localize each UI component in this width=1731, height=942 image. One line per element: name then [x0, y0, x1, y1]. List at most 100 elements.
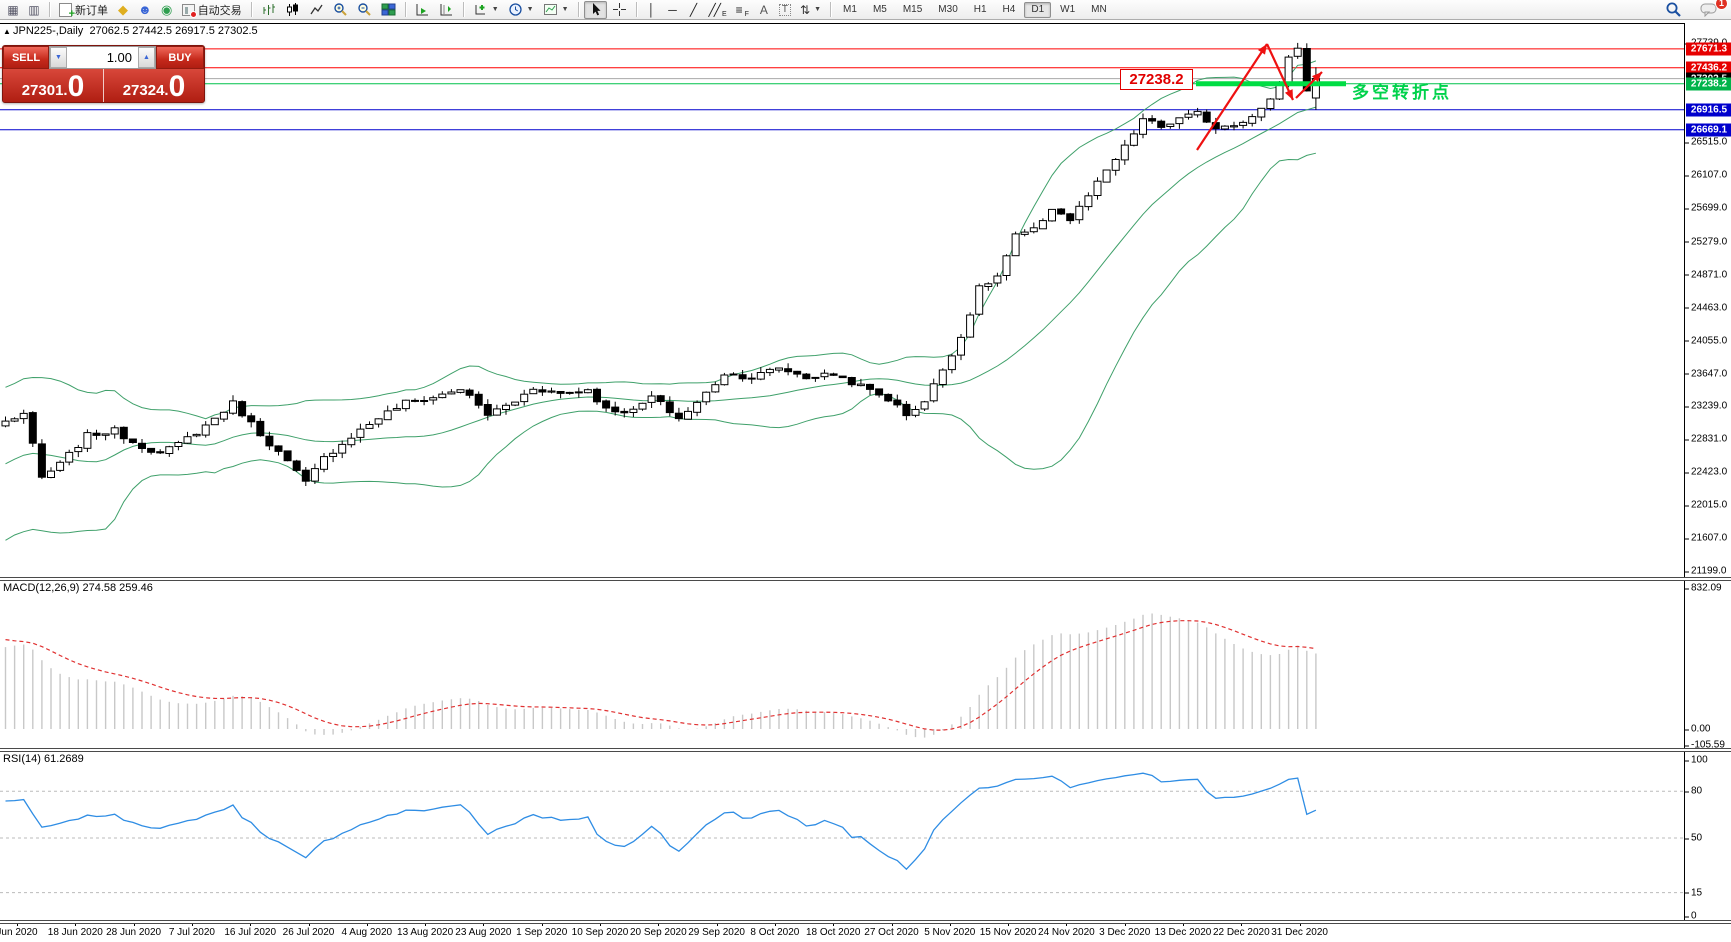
- metaeditor-icon: ◆: [118, 2, 128, 17]
- price-callout[interactable]: 27238.2: [1120, 69, 1193, 90]
- bar-chart-button[interactable]: [257, 1, 280, 19]
- chat-icon: [1700, 3, 1717, 17]
- volume-value[interactable]: 1.00: [106, 50, 132, 65]
- horizontal-line-button[interactable]: ─: [663, 1, 683, 19]
- date-tick: [425, 922, 427, 926]
- autotrading-label: 自动交易: [197, 4, 242, 17]
- chevron-down-icon: ▼: [526, 6, 534, 13]
- toolbar-separator: [635, 2, 637, 17]
- vertical-line-button[interactable]: │: [642, 1, 662, 19]
- date-tick: [250, 922, 252, 926]
- line-chart-button[interactable]: [305, 1, 328, 19]
- terminal-button[interactable]: ☻: [134, 1, 156, 19]
- timeframe-button-d1[interactable]: D1: [1024, 1, 1052, 18]
- metaeditor-button[interactable]: ◆: [113, 1, 133, 19]
- new-order-button[interactable]: + 新订单: [55, 1, 112, 19]
- zoom-in-button[interactable]: [329, 1, 352, 19]
- rsi-tick-label: 100: [1685, 754, 1708, 766]
- price-line-label: 27436.2: [1686, 61, 1731, 75]
- notifications-button[interactable]: 1: [1696, 0, 1728, 19]
- date-tick: [1124, 922, 1126, 926]
- date-tick: [891, 922, 893, 926]
- line-chart-icon: [310, 4, 323, 15]
- toolbar-separator: [462, 2, 464, 17]
- chart-shift-button[interactable]: [435, 1, 458, 19]
- indicators-button[interactable]: ▼: [469, 1, 503, 19]
- profiles-icon: ▥: [28, 2, 40, 17]
- search-button[interactable]: [1661, 1, 1686, 19]
- bar-chart-icon: [263, 4, 275, 15]
- date-label: 29 Sep 2020: [688, 927, 745, 938]
- price-line-label: 27238.2: [1686, 77, 1731, 91]
- timeframe-button-mn[interactable]: MN: [1091, 4, 1107, 15]
- cursor-button[interactable]: [583, 0, 607, 19]
- rsi-tick-label: 15: [1684, 887, 1703, 899]
- sell-price[interactable]: 27301. 0: [3, 69, 103, 102]
- rsi-tick-label: 80: [1684, 785, 1703, 797]
- candlestick-chart-button[interactable]: [281, 1, 304, 19]
- macd-tick-label: -105.59: [1685, 739, 1725, 751]
- date-tick: [833, 922, 835, 926]
- trendline-button[interactable]: ╱: [684, 1, 704, 19]
- vertical-line-icon: │: [647, 2, 656, 17]
- timeframe-button-m5[interactable]: M5: [872, 4, 887, 15]
- price-tick-label: 23239.0: [1684, 400, 1728, 412]
- text-button[interactable]: A: [754, 1, 774, 19]
- tile-windows-button[interactable]: [377, 1, 400, 19]
- toolbar-separator: [830, 2, 832, 17]
- oneclick-collapse-arrow[interactable]: ▲: [3, 27, 11, 36]
- price-tick-label: 21199.0: [1684, 565, 1727, 577]
- volume-decrease-button[interactable]: ▼: [50, 47, 67, 68]
- date-label: 26 Jul 2020: [282, 927, 335, 938]
- timeframe-button-m15[interactable]: M15: [902, 4, 923, 15]
- date-tick: [949, 922, 951, 926]
- rsi-pane[interactable]: [0, 752, 1684, 920]
- date-label: Jun 2020: [0, 927, 38, 938]
- timeframe-button-w1[interactable]: W1: [1060, 4, 1076, 15]
- templates-button[interactable]: ▼: [539, 1, 573, 19]
- buy-price[interactable]: 27324. 0: [103, 69, 204, 102]
- chart-ohlc-values: 27062.5 27442.5 26917.5 27302.5: [89, 25, 258, 37]
- chart-title: JPN225-,Daily 27062.5 27442.5 26917.5 27…: [13, 25, 258, 37]
- timeframe-button-m30[interactable]: M30: [938, 4, 958, 15]
- zoom-out-button[interactable]: [353, 1, 376, 19]
- market-button[interactable]: ◉: [157, 1, 177, 19]
- new-chart-button[interactable]: ▦: [3, 1, 23, 19]
- templates-icon: [543, 4, 557, 15]
- volume-increase-button[interactable]: ▲: [138, 47, 155, 68]
- periods-button[interactable]: ▼: [504, 1, 538, 19]
- buy-price-big-digit: 0: [168, 70, 186, 103]
- macd-pane[interactable]: [0, 581, 1684, 748]
- date-tick: [541, 922, 543, 926]
- channel-button[interactable]: ╱╱ E: [708, 2, 727, 18]
- pane-splitter[interactable]: [0, 577, 1731, 581]
- sell-button[interactable]: SELL: [3, 46, 49, 69]
- pane-splitter[interactable]: [0, 748, 1731, 752]
- profiles-button[interactable]: ▥: [24, 1, 44, 19]
- timeframe-button-m1[interactable]: M1: [843, 4, 857, 15]
- unread-badge: 1: [1715, 0, 1728, 10]
- toolbar: ▦ ▥ + 新订单 ◆ ☻ ◉ 自动交易: [0, 0, 1731, 20]
- fibonacci-button[interactable]: ≡ F: [735, 2, 749, 18]
- autotrading-button[interactable]: 自动交易: [178, 1, 246, 19]
- text-label-icon: T: [778, 3, 792, 16]
- timeframe-button-h1[interactable]: H1: [973, 4, 987, 15]
- timeframe-button-h4[interactable]: H4: [1002, 4, 1016, 15]
- arrows-button[interactable]: ⇅ ▼: [796, 1, 825, 19]
- date-label: 24 Nov 2020: [1038, 927, 1095, 938]
- periods-clock-icon: [508, 3, 522, 16]
- chevron-down-icon: ▼: [814, 6, 822, 13]
- turning-point-annotation[interactable]: 多空转折点: [1352, 83, 1452, 102]
- main-chart-pane[interactable]: [0, 24, 1684, 577]
- rsi-label: RSI(14) 61.2689: [3, 753, 84, 765]
- auto-scroll-button[interactable]: [411, 1, 434, 19]
- date-tick: [366, 922, 368, 926]
- crosshair-button[interactable]: [608, 1, 631, 19]
- macd-tick-label: 832.09: [1685, 582, 1722, 594]
- new-order-icon: +: [59, 2, 75, 19]
- date-tick: [1241, 922, 1243, 926]
- text-label-button[interactable]: T: [775, 1, 795, 19]
- buy-button[interactable]: BUY: [156, 46, 204, 69]
- price-tick-label: 26515.0: [1684, 136, 1728, 148]
